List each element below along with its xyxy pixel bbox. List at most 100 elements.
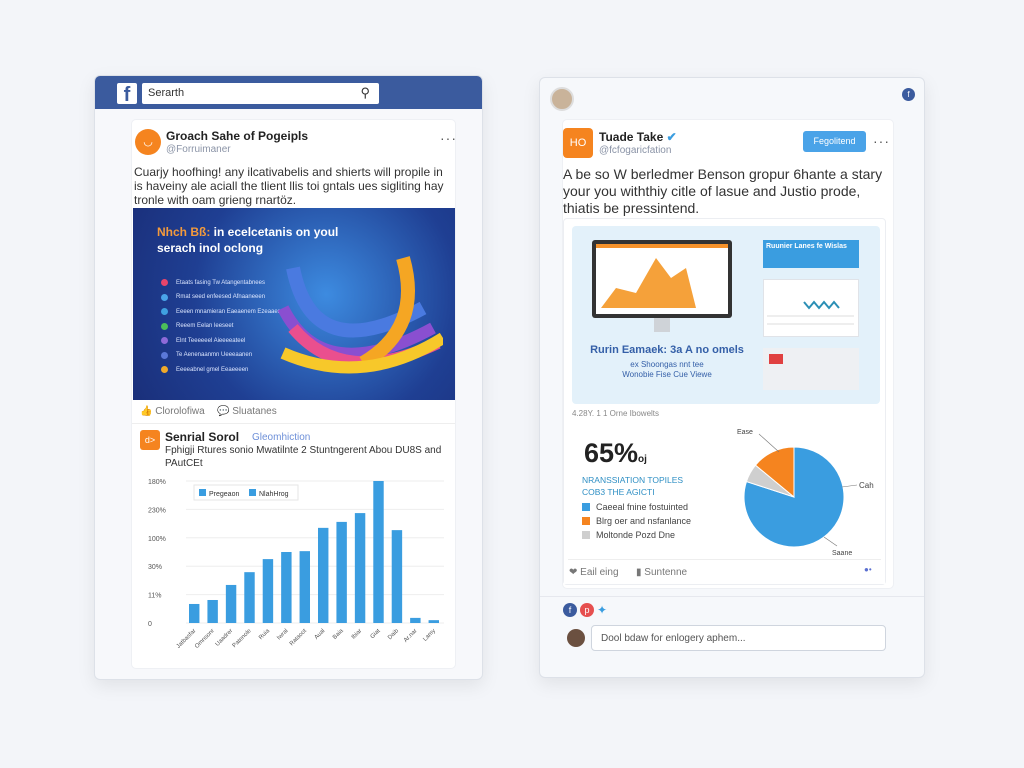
x-tick-label: Lamy: [422, 628, 437, 643]
pie-legend-item: Blrg oer and nsfanlance: [582, 516, 691, 526]
monitor-graphic: [592, 240, 732, 318]
social-panel: f HO Tuade Take ✔ @fcfogaricfation Fegol…: [539, 77, 925, 678]
x-tick-label: Daib: [387, 628, 400, 641]
more-options-icon[interactable]: ···: [873, 133, 890, 149]
shared-avatar[interactable]: d>: [140, 430, 160, 450]
bar: [410, 617, 421, 623]
x-tick-label: Rataoot: [289, 628, 308, 647]
x-tick-label: Iwral: [276, 628, 289, 641]
post-author[interactable]: Tuade Take ✔: [599, 130, 677, 144]
comment-input[interactable]: Dool bdaw for enlogery aphem...: [591, 625, 886, 651]
shared-handle: Gleomhiction: [252, 432, 311, 443]
x-tick-label: Ibiar: [351, 628, 363, 640]
pie-leader: [758, 433, 780, 453]
post-text: A be so W berledmer Benson gropur 6hante…: [563, 166, 883, 216]
pie-label: Cah: [859, 481, 874, 490]
hero-bullet-icon: [161, 366, 168, 373]
bar: [244, 572, 255, 623]
legend-swatch: [249, 489, 256, 496]
stats-section: 65%oj NRANSSIATION TOPILES COB3 THE AGICT…: [564, 422, 885, 584]
infographic-banner: Ruunier Lanes fe Wislas: [763, 240, 859, 268]
infographic-image[interactable]: Rurin Eamaek: 3a A no omels ex Shoongas …: [572, 226, 880, 404]
author-name: Tuade Take: [599, 130, 664, 144]
facebook-badge-icon[interactable]: f: [902, 88, 915, 101]
share-icons: f p ✦: [563, 603, 611, 617]
hero-bullet-icon: [161, 308, 168, 315]
twitter-share-icon[interactable]: ✦: [597, 603, 608, 617]
pie-legend-item: Moltonde Pozd Dne: [582, 530, 675, 540]
commenter-avatar: [567, 629, 585, 647]
divider: [132, 423, 455, 424]
like-action[interactable]: 👍 Clorolofiwa: [140, 406, 205, 417]
hero-list-item: Te Aenenaanmn Ueeeaanen: [161, 351, 252, 359]
divider: [568, 559, 881, 560]
page-avatar[interactable]: ◡: [135, 129, 161, 155]
hero-bullet-icon: [161, 279, 168, 286]
hero-list-item: Elnt Teeeeeel Aieeeeateel: [161, 337, 245, 344]
hero-list-item: Reeem Eelan leeseet: [161, 322, 233, 330]
facebook-header: f Serarth ⚲: [95, 76, 482, 109]
y-tick-label: 100%: [148, 536, 166, 543]
pie-chart: Ease Cah Saane: [737, 429, 874, 557]
post-card: ◡ Groach Sahe of Pogeipls @Forruimaner ·…: [131, 119, 456, 669]
comment-action[interactable]: 💬 Sluatanes: [217, 406, 277, 417]
infographic-note: [763, 348, 859, 390]
post-meta: 4.28Y. 1 1 Orne Ibowelts: [572, 409, 660, 418]
shared-author[interactable]: Senrial Sorol: [165, 430, 240, 444]
legend-label: Moltonde Pozd Dne: [596, 530, 676, 540]
search-icon[interactable]: ⚲: [360, 85, 370, 100]
hero-3d-arcs: [277, 256, 443, 374]
bar: [189, 603, 200, 623]
infographic-title: Rurin Eamaek: 3a A no omels: [590, 344, 744, 356]
stat-caption: NRANSSIATION TOPILES COB3 THE AGICTI: [582, 474, 683, 498]
infographic-subtitle: ex Shoongas nnt tee Wonobie Fise Cue Vie…: [622, 360, 712, 379]
hero-title: Nhch Bß: in ecelcetanis on youl serach i…: [157, 224, 357, 256]
follow-button[interactable]: Fegolitend: [803, 131, 866, 152]
bar: [262, 559, 274, 623]
legend-label: NlahHrog: [259, 491, 289, 498]
x-tick-label: Baia: [332, 628, 345, 641]
hero-list-label: Rmat seed enfeesed Afnaaneeen: [176, 294, 266, 300]
post-card: HO Tuade Take ✔ @fcfogaricfation Fegolit…: [562, 119, 894, 589]
x-tick-label: Aual: [314, 628, 327, 641]
y-tick-label: 30%: [148, 564, 162, 571]
bar: [336, 521, 347, 623]
hero-list-label: Eeeeabnel gmel Eeaeeeen: [176, 366, 249, 373]
search-input[interactable]: Serarth ⚲: [142, 83, 379, 104]
y-tick-label: 0: [148, 621, 152, 628]
x-tick-label: Omnsonr: [194, 628, 216, 650]
post-content: Rurin Eamaek: 3a A no omels ex Shoongas …: [563, 218, 886, 585]
stat-number: 65%: [584, 438, 639, 468]
hero-title-text: in ecelcetanis on youl serach inol oclon…: [157, 225, 339, 255]
y-tick-label: 180%: [148, 479, 166, 486]
comment-action[interactable]: ▮ Suntenne: [636, 567, 688, 578]
bar: [373, 481, 384, 623]
bar-chart: 011%30%100%230%180%JatbasfarOmnsonrUaadr…: [148, 479, 444, 650]
post-handle: @fcfogaricfation: [599, 145, 672, 156]
hero-bullet-icon: [161, 322, 168, 330]
hero-list-item: Rmat seed enfeesed Afnaaneeen: [161, 293, 266, 301]
comment-label: Sluatanes: [232, 406, 277, 417]
bar: [299, 551, 310, 623]
infographic-table: [763, 279, 859, 337]
comment-placeholder: Dool bdaw for enlogery aphem...: [601, 633, 746, 644]
bar: [428, 620, 439, 623]
post-text: Cuarjy hoofhing! any ilcativabelis and s…: [134, 165, 444, 207]
carousel-dots[interactable]: ●•: [864, 565, 872, 574]
hero-list-item: Eeeen mnamieran Eaeaenem Ezeaaen: [161, 308, 281, 315]
post-avatar[interactable]: HO: [563, 128, 593, 158]
stat-value: 65%oj: [584, 438, 647, 469]
facebook-share-icon[interactable]: f: [563, 603, 577, 617]
pinterest-share-icon[interactable]: p: [580, 603, 594, 617]
hero-list-item: Etaats fasing Tw Atangentabnees: [161, 279, 265, 286]
facebook-logo-icon[interactable]: f: [117, 83, 137, 106]
like-action[interactable]: ❤ Eail eing: [569, 567, 619, 578]
stat-caption-line2: COB3 THE AGICTI: [582, 487, 655, 497]
y-tick-label: 11%: [148, 593, 162, 600]
post-hero-image[interactable]: Nhch Bß: in ecelcetanis on youl serach i…: [133, 208, 455, 400]
more-options-icon[interactable]: ···: [440, 130, 457, 146]
user-avatar[interactable]: [550, 87, 574, 111]
stat-suffix: oj: [638, 454, 647, 465]
x-tick-label: Patenole: [232, 628, 253, 649]
post-author[interactable]: Groach Sahe of Pogeipls: [166, 129, 309, 143]
